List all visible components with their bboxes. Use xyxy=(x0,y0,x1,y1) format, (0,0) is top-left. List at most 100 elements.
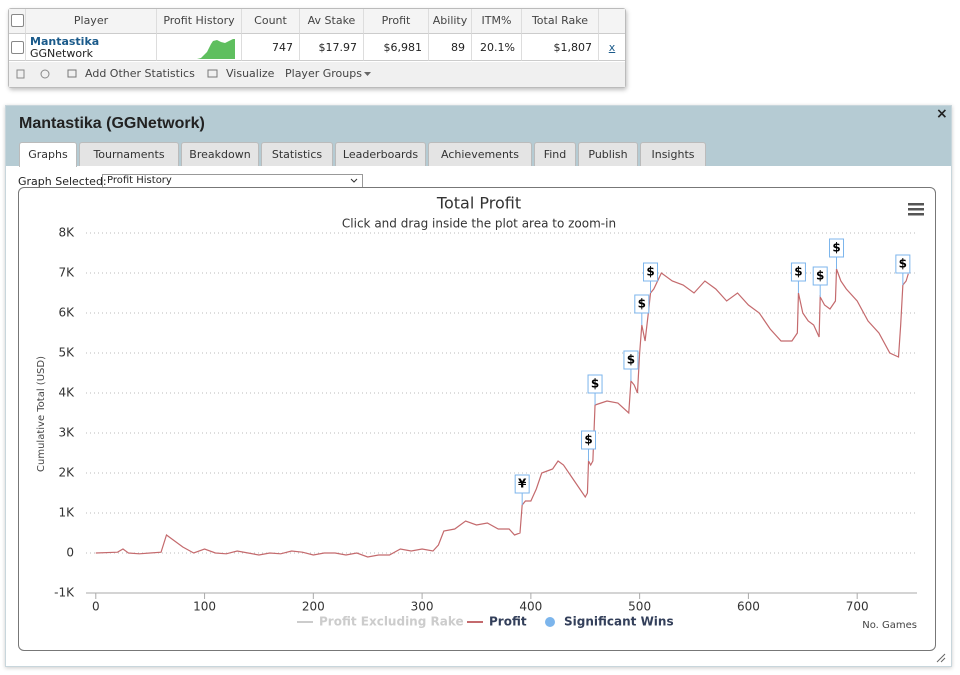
column-header-blank xyxy=(599,9,625,34)
header-checkbox-cell xyxy=(9,9,26,34)
legend-label[interactable]: Profit Excluding Rake xyxy=(319,615,464,629)
profit-cell: $6,981 xyxy=(364,34,429,61)
select-arrow xyxy=(350,178,358,183)
panel-title: Mantastika (GGNetwork) xyxy=(19,115,205,132)
flag-box xyxy=(812,266,828,286)
sparkline xyxy=(161,39,235,59)
significant-win-flag: $ xyxy=(790,262,806,293)
column-header[interactable]: Ability xyxy=(429,9,472,34)
column-header[interactable]: Player xyxy=(26,9,157,34)
significant-win-flag: $ xyxy=(829,238,845,269)
graph-selected-label: Graph Selected: xyxy=(18,175,107,188)
visualize-button[interactable]: Visualize xyxy=(226,67,275,80)
column-header[interactable]: Count xyxy=(242,9,300,34)
flag-label: $ xyxy=(638,297,646,311)
legend-symbol xyxy=(545,617,555,627)
ability-cell: 89 xyxy=(429,34,472,61)
significant-win-flag: ¥ xyxy=(514,474,530,505)
panel-header: Mantastika (GGNetwork) × Graphs Tournamen… xyxy=(6,106,951,167)
x-tick-label: 300 xyxy=(411,600,434,614)
tab[interactable]: Statistics xyxy=(261,142,333,166)
flag-box xyxy=(790,262,806,282)
flag-label: $ xyxy=(816,269,824,283)
tab[interactable]: Graphs xyxy=(19,142,77,167)
itm-cell: 20.1% xyxy=(472,34,522,61)
tab[interactable]: Achievements xyxy=(428,142,532,166)
av-stake-cell: $17.97 xyxy=(300,34,364,61)
significant-win-flag: $ xyxy=(643,262,659,293)
row-checkbox-cell xyxy=(9,34,26,61)
significant-win-flag: $ xyxy=(623,350,639,381)
tab[interactable]: Breakdown xyxy=(181,142,259,166)
player-groups-button[interactable]: Player Groups xyxy=(285,67,362,80)
column-header[interactable]: ITM% xyxy=(472,9,522,34)
tab[interactable]: Find xyxy=(534,142,576,166)
flag-box xyxy=(581,430,597,450)
visualize-icon xyxy=(207,69,218,78)
refresh-icon[interactable] xyxy=(40,69,50,79)
chart: Total Profit Click and drag inside the p… xyxy=(36,194,924,631)
column-header[interactable]: Total Rake xyxy=(522,9,599,34)
y-axis-title: Cumulative Total (USD) xyxy=(36,356,47,472)
y-tick-label: 3K xyxy=(58,426,75,440)
add-statistics-button[interactable]: Add Other Statistics xyxy=(85,67,195,80)
chart-title: Total Profit xyxy=(436,194,521,213)
flag-label: $ xyxy=(832,241,840,255)
dropdown-arrow xyxy=(364,72,371,76)
x-tick-label: 600 xyxy=(737,600,760,614)
x-tick-label: 500 xyxy=(628,600,651,614)
add-icon xyxy=(67,69,77,78)
sparkline-cell xyxy=(157,34,242,61)
remove-link[interactable]: x xyxy=(599,34,625,61)
column-header[interactable]: Profit History xyxy=(157,9,242,34)
chart-subtitle: Click and drag inside the plot area to z… xyxy=(342,217,616,231)
toolbar: Add Other Statistics Visualize Player Gr… xyxy=(9,62,625,87)
count-cell: 747 xyxy=(242,34,300,61)
flag-label: $ xyxy=(794,265,802,279)
resize-grip[interactable] xyxy=(936,653,946,663)
significant-win-flag: $ xyxy=(812,266,828,297)
flag-box xyxy=(514,474,530,494)
column-header[interactable]: Profit xyxy=(364,9,429,34)
player-network: GGNetwork xyxy=(30,47,93,60)
y-tick-label: 1K xyxy=(58,506,75,520)
flag-label: $ xyxy=(584,433,592,447)
flag-box xyxy=(829,238,845,258)
column-header[interactable]: Av Stake xyxy=(300,9,364,34)
tab[interactable]: Insights xyxy=(640,142,706,166)
y-tick-label: 2K xyxy=(58,466,75,480)
tab[interactable]: Tournaments xyxy=(79,142,179,166)
x-tick-label: 100 xyxy=(193,600,216,614)
tab[interactable]: Publish xyxy=(578,142,638,166)
significant-win-flag: $ xyxy=(634,294,650,325)
y-tick-label: -1K xyxy=(54,586,75,600)
flag-label: $ xyxy=(899,257,907,271)
flag-box xyxy=(895,254,911,274)
toolbar-icons xyxy=(16,69,50,79)
menu-icon[interactable] xyxy=(908,203,924,216)
x-tick-label: 200 xyxy=(302,600,325,614)
significant-win-flag: $ xyxy=(581,430,597,461)
y-tick-label: 5K xyxy=(58,346,75,360)
significant-win-flag: $ xyxy=(895,254,911,285)
graph-select-value: Profit History xyxy=(107,175,172,186)
x-tick-label: 700 xyxy=(846,600,869,614)
graph-select[interactable]: Profit History xyxy=(102,174,363,188)
delete-icon[interactable] xyxy=(16,69,25,79)
checkbox[interactable] xyxy=(11,41,24,54)
y-tick-label: 4K xyxy=(58,386,75,400)
tab[interactable]: Leaderboards xyxy=(335,142,426,166)
close-button[interactable]: × xyxy=(936,106,948,122)
player-name[interactable]: Mantastika xyxy=(30,35,100,48)
legend-label[interactable]: Significant Wins xyxy=(564,615,674,629)
x-axis-title: No. Games xyxy=(862,620,917,631)
sparkline-area xyxy=(161,39,235,59)
y-tick-label: 6K xyxy=(58,306,75,320)
y-tick-label: 7K xyxy=(58,266,75,280)
checkbox[interactable] xyxy=(11,14,24,27)
player-table: Player Profit History Count Av Stake Pro… xyxy=(8,8,626,88)
y-tick-label: 8K xyxy=(58,226,75,240)
flag-box xyxy=(643,262,659,282)
legend-label[interactable]: Profit xyxy=(489,615,527,629)
flag-label: $ xyxy=(627,353,635,367)
